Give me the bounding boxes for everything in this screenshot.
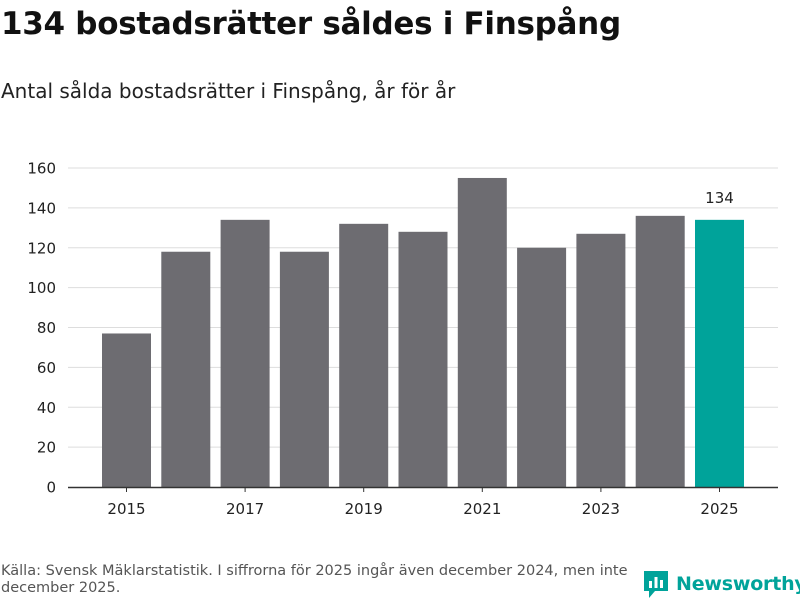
x-tick-label-2019: 2019 bbox=[345, 500, 383, 518]
data-label-2025: 134 bbox=[705, 189, 734, 207]
y-tick-label-140: 140 bbox=[27, 199, 56, 217]
y-tick-label-120: 120 bbox=[27, 239, 56, 257]
bar-2024 bbox=[635, 215, 685, 487]
y-tick-label-80: 80 bbox=[37, 319, 56, 337]
bar-2016 bbox=[161, 251, 211, 487]
bar-2018 bbox=[279, 251, 329, 487]
bar-2019 bbox=[339, 223, 389, 487]
newsworthy-logo: Newsworthy bbox=[642, 569, 800, 599]
source-note: Källa: Svensk Mäklarstatistik. I siffror… bbox=[1, 563, 628, 596]
y-tick-label-100: 100 bbox=[27, 279, 56, 297]
chart-title: 134 bostadsrätter såldes i Finspång bbox=[1, 6, 621, 42]
y-tick-label-0: 0 bbox=[46, 479, 56, 497]
newsworthy-logo-icon bbox=[644, 571, 668, 598]
bar-2017 bbox=[220, 219, 270, 487]
bar-2020 bbox=[398, 231, 448, 487]
x-tick-label-2017: 2017 bbox=[226, 500, 264, 518]
x-tick-label-2025: 2025 bbox=[700, 500, 738, 518]
x-tick-label-2015: 2015 bbox=[107, 500, 145, 518]
x-tick-label-2023: 2023 bbox=[582, 500, 620, 518]
y-tick-label-40: 40 bbox=[37, 399, 56, 417]
bar-2022 bbox=[517, 247, 567, 487]
chart-subtitle: Antal sålda bostadsrätter i Finspång, år… bbox=[1, 79, 456, 103]
x-tick-label-2021: 2021 bbox=[463, 500, 501, 518]
bar-2021 bbox=[457, 177, 507, 487]
bar-2015 bbox=[102, 333, 151, 487]
y-tick-label-20: 20 bbox=[37, 439, 56, 457]
y-tick-label-160: 160 bbox=[27, 160, 56, 178]
logo-text: Newsworthy bbox=[676, 573, 800, 595]
bar-2025 bbox=[695, 219, 744, 487]
y-tick-label-60: 60 bbox=[37, 359, 56, 377]
bar-2023 bbox=[576, 233, 626, 487]
